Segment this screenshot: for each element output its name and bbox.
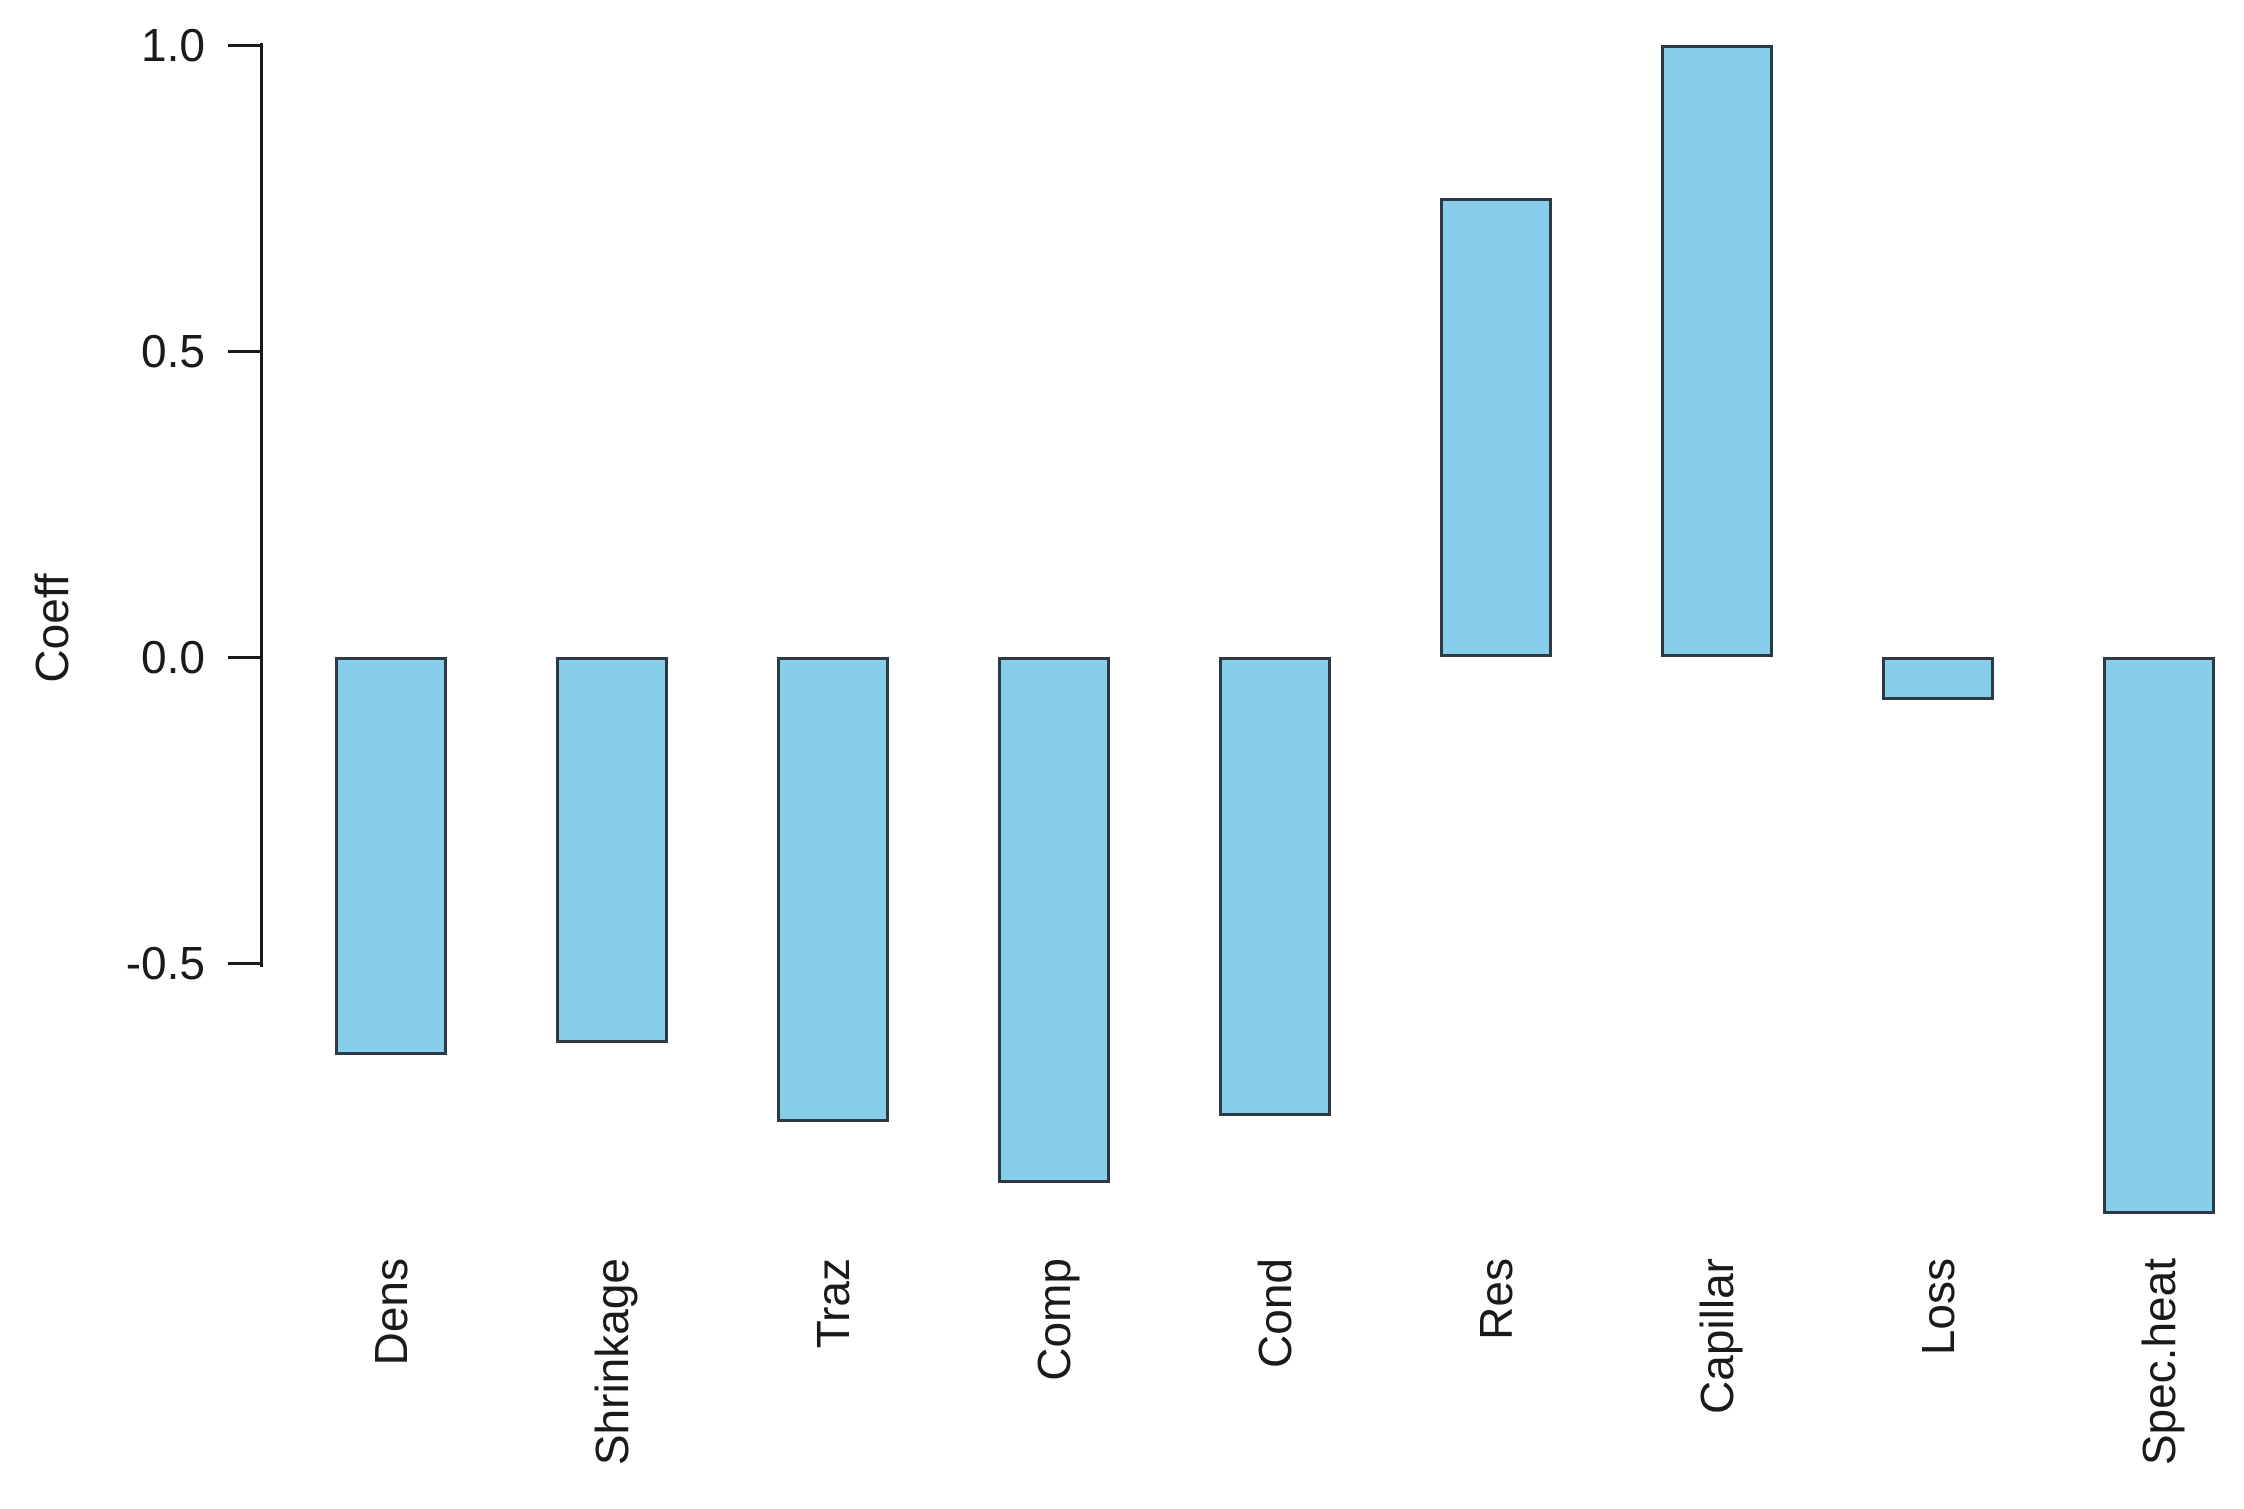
bar-loss xyxy=(1882,657,1994,700)
bar-cond xyxy=(1219,657,1331,1116)
x-tick-label-res: Res xyxy=(1470,1258,1522,1340)
y-axis-line xyxy=(260,43,263,967)
y-axis-tick--0.5 xyxy=(228,962,263,965)
x-tick-label-comp: Comp xyxy=(1028,1258,1080,1381)
bar-comp xyxy=(998,657,1110,1184)
y-tick-label-1.0: 1.0 xyxy=(141,19,205,71)
bar-capillar xyxy=(1661,45,1773,657)
y-axis-tick-0.5 xyxy=(228,350,263,353)
x-tick-label-capillar: Capillar xyxy=(1691,1258,1743,1414)
x-tick-label-shrinkage: Shrinkage xyxy=(586,1258,638,1466)
x-tick-label-dens: Dens xyxy=(365,1258,417,1366)
y-tick-label-0.5: 0.5 xyxy=(141,325,205,377)
y-axis-tick-0.0 xyxy=(228,656,263,659)
y-tick-label--0.5: -0.5 xyxy=(125,937,205,989)
x-tick-label-spec-heat: Spec.heat xyxy=(2133,1258,2185,1466)
y-tick-label-0.0: 0.0 xyxy=(141,631,205,683)
bar-dens xyxy=(335,657,447,1055)
y-axis-tick-1.0 xyxy=(228,44,263,47)
bar-shrinkage xyxy=(556,657,668,1043)
x-tick-label-traz: Traz xyxy=(807,1258,859,1349)
bar-traz xyxy=(777,657,889,1123)
bar-spec-heat xyxy=(2103,657,2215,1214)
bar-res xyxy=(1440,198,1552,657)
x-tick-label-loss: Loss xyxy=(1912,1258,1964,1356)
x-tick-label-cond: Cond xyxy=(1249,1258,1301,1368)
